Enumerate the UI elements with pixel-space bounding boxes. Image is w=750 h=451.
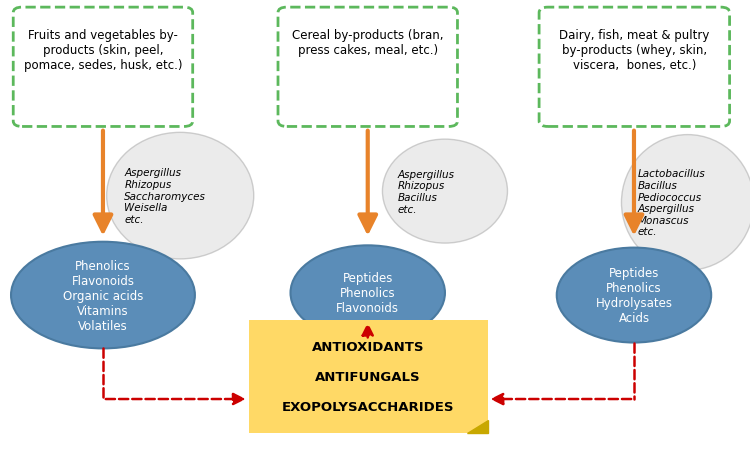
Text: Aspergillus
Rhizopus
Saccharomyces
Weisella
etc.: Aspergillus Rhizopus Saccharomyces Weise… (124, 168, 206, 224)
Text: Lactobacillus
Bacillus
Pediococcus
Aspergillus
Monascus
etc.: Lactobacillus Bacillus Pediococcus Asper… (638, 169, 705, 237)
Text: Aspergillus
Rhizopus
Bacillus
etc.: Aspergillus Rhizopus Bacillus etc. (398, 169, 454, 214)
Ellipse shape (556, 248, 711, 343)
Ellipse shape (106, 133, 254, 259)
Text: Peptides
Phenolics
Hydrolysates
Acids: Peptides Phenolics Hydrolysates Acids (596, 267, 673, 324)
Ellipse shape (290, 246, 445, 341)
Text: Dairy, fish, meat & pultry
by-products (whey, skin,
viscera,  bones, etc.): Dairy, fish, meat & pultry by-products (… (560, 29, 710, 72)
Polygon shape (467, 420, 488, 433)
FancyBboxPatch shape (13, 8, 193, 127)
Text: Peptides
Phenolics
Flavonoids: Peptides Phenolics Flavonoids (336, 272, 399, 315)
FancyBboxPatch shape (248, 320, 488, 433)
Text: Cereal by-products (bran,
press cakes, meal, etc.): Cereal by-products (bran, press cakes, m… (292, 29, 443, 57)
FancyBboxPatch shape (278, 8, 458, 127)
Text: ANTIOXIDANTS

ANTIFUNGALS

EXOPOLYSACCHARIDES: ANTIOXIDANTS ANTIFUNGALS EXOPOLYSACCHARI… (282, 340, 454, 413)
Ellipse shape (382, 140, 508, 244)
FancyBboxPatch shape (539, 8, 730, 127)
Ellipse shape (11, 242, 195, 349)
Text: Phenolics
Flavonoids
Organic acids
Vitamins
Volatiles: Phenolics Flavonoids Organic acids Vitam… (63, 259, 143, 332)
Text: Fruits and vegetables by-
products (skin, peel,
pomace, sedes, husk, etc.): Fruits and vegetables by- products (skin… (24, 29, 182, 72)
Ellipse shape (622, 135, 750, 271)
